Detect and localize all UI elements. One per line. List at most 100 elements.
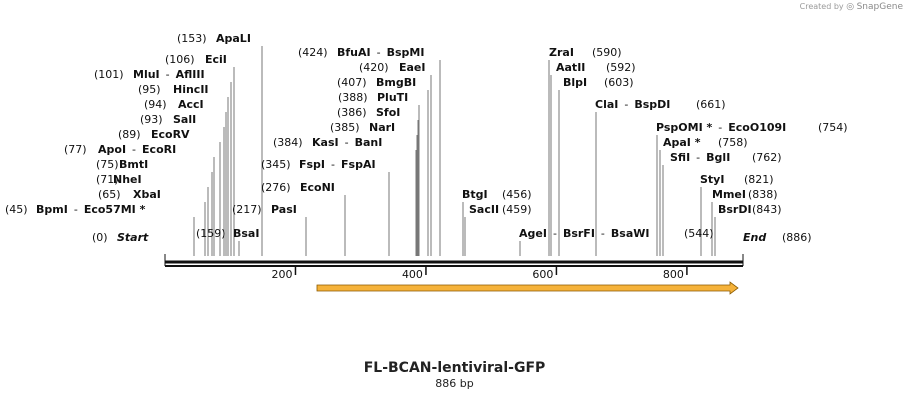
enzyme-name: EcoNI — [300, 181, 335, 194]
enzyme-position: (838) — [748, 188, 778, 201]
feature-arrow — [316, 281, 739, 295]
enzyme-name: BmtI — [119, 158, 148, 171]
enzyme-name: KasI — [312, 136, 339, 149]
enzyme-position: (77) — [64, 143, 87, 156]
ruler-tick-label: 400 — [402, 268, 423, 281]
start-label: Start — [117, 231, 149, 244]
end-label: End — [743, 231, 766, 244]
enzyme-name: SalI — [173, 113, 196, 126]
enzyme-name: EcoRV — [151, 128, 190, 141]
enzyme-position: (456) — [502, 188, 532, 201]
enzyme-name: ApoI — [98, 143, 126, 156]
enzyme-position: (754) — [818, 121, 848, 134]
enzyme-name: BspDI — [634, 98, 670, 111]
enzyme-name: AflIII — [176, 68, 205, 81]
enzyme-name: ClaI — [595, 98, 618, 111]
enzyme-position: (762) — [752, 151, 782, 164]
enzyme-name: SacII — [469, 203, 499, 216]
enzyme-name: StyI — [700, 173, 724, 186]
enzyme-separator: - — [345, 136, 349, 149]
enzyme-name: BmgBI — [376, 76, 416, 89]
enzyme-position: (345) — [261, 158, 291, 171]
enzyme-position: (821) — [744, 173, 774, 186]
enzyme-separator: - — [553, 227, 557, 240]
enzyme-position: (544) — [684, 227, 714, 240]
enzyme-name: FspAI — [341, 158, 376, 171]
enzyme-name: PspOMI * — [656, 121, 713, 134]
enzyme-name: EcoO109I — [728, 121, 786, 134]
enzyme-name: HincII — [173, 83, 209, 96]
enzyme-name: BsaI — [233, 227, 259, 240]
snapgene-logo-icon: ◎ — [846, 2, 855, 12]
enzyme-position: (388) — [338, 91, 368, 104]
enzyme-name: EaeI — [399, 61, 426, 74]
enzyme-position: (407) — [337, 76, 367, 89]
enzyme-position: (75) — [96, 158, 119, 171]
enzyme-name: BtgI — [462, 188, 488, 201]
enzyme-name: FspI — [299, 158, 325, 171]
map-title: FL-BCAN-lentiviral-GFP — [363, 360, 546, 376]
enzyme-separator: - — [601, 227, 605, 240]
enzyme-name: Eco57MI * — [84, 203, 146, 216]
enzyme-name: BsrDI — [718, 203, 752, 216]
enzyme-name: NheI — [113, 173, 142, 186]
enzyme-name: PasI — [271, 203, 297, 216]
ruler-tick-label: 200 — [271, 268, 292, 281]
enzyme-position: (592) — [606, 61, 636, 74]
enzyme-name: BfuAI — [337, 46, 371, 59]
enzyme-name: BspMI — [387, 46, 425, 59]
enzyme-position: (45) — [5, 203, 28, 216]
enzyme-name: ApaI * — [663, 136, 701, 149]
enzyme-position: (217) — [232, 203, 262, 216]
credit-brand: SnapGene — [856, 2, 903, 12]
enzyme-name: XbaI — [133, 188, 161, 201]
enzyme-separator: - — [718, 121, 722, 134]
enzyme-separator: - — [331, 158, 335, 171]
enzyme-separator: - — [696, 151, 700, 164]
enzyme-position: (93) — [140, 113, 163, 126]
enzyme-position: (153) — [177, 32, 207, 45]
ruler-tick-label: 800 — [663, 268, 684, 281]
enzyme-position: (94) — [144, 98, 167, 111]
enzyme-position: (159) — [196, 227, 226, 240]
enzyme-position: (459) — [502, 203, 532, 216]
enzyme-name: ZraI — [549, 46, 574, 59]
enzyme-separator: - — [377, 46, 381, 59]
map-length: 886 bp — [435, 377, 474, 390]
enzyme-name: MmeI — [712, 188, 746, 201]
enzyme-position: (843) — [752, 203, 782, 216]
enzyme-position: (420) — [359, 61, 389, 74]
enzyme-position: (106) — [165, 53, 195, 66]
enzyme-position: (384) — [273, 136, 303, 149]
enzyme-name: BpmI — [36, 203, 68, 216]
enzyme-separator: - — [132, 143, 136, 156]
enzyme-position: (276) — [261, 181, 291, 194]
enzyme-separator: - — [166, 68, 170, 81]
enzyme-position: (661) — [696, 98, 726, 111]
enzyme-name: EciI — [205, 53, 227, 66]
enzyme-position: (424) — [298, 46, 328, 59]
enzyme-name: AgeI — [519, 227, 547, 240]
enzyme-name: MluI — [133, 68, 160, 81]
enzyme-name: BanI — [355, 136, 383, 149]
enzyme-name: BlpI — [563, 76, 587, 89]
enzyme-position: (95) — [138, 83, 161, 96]
enzyme-name: AatII — [556, 61, 585, 74]
start-position: (0) — [92, 231, 108, 244]
enzyme-position: (758) — [718, 136, 748, 149]
enzyme-name: SfoI — [376, 106, 400, 119]
enzyme-position: (89) — [118, 128, 141, 141]
enzyme-name: AccI — [178, 98, 204, 111]
enzyme-position: (65) — [98, 188, 121, 201]
enzyme-name: BglI — [706, 151, 730, 164]
enzyme-position: (603) — [604, 76, 634, 89]
enzyme-separator: - — [74, 203, 78, 216]
end-position: (886) — [782, 231, 812, 244]
enzyme-name: BsrFI — [563, 227, 595, 240]
enzyme-position: (71) — [96, 173, 119, 186]
ruler-tick-label: 600 — [532, 268, 553, 281]
enzyme-position: (385) — [330, 121, 360, 134]
enzyme-position: (590) — [592, 46, 622, 59]
enzyme-position: (386) — [337, 106, 367, 119]
